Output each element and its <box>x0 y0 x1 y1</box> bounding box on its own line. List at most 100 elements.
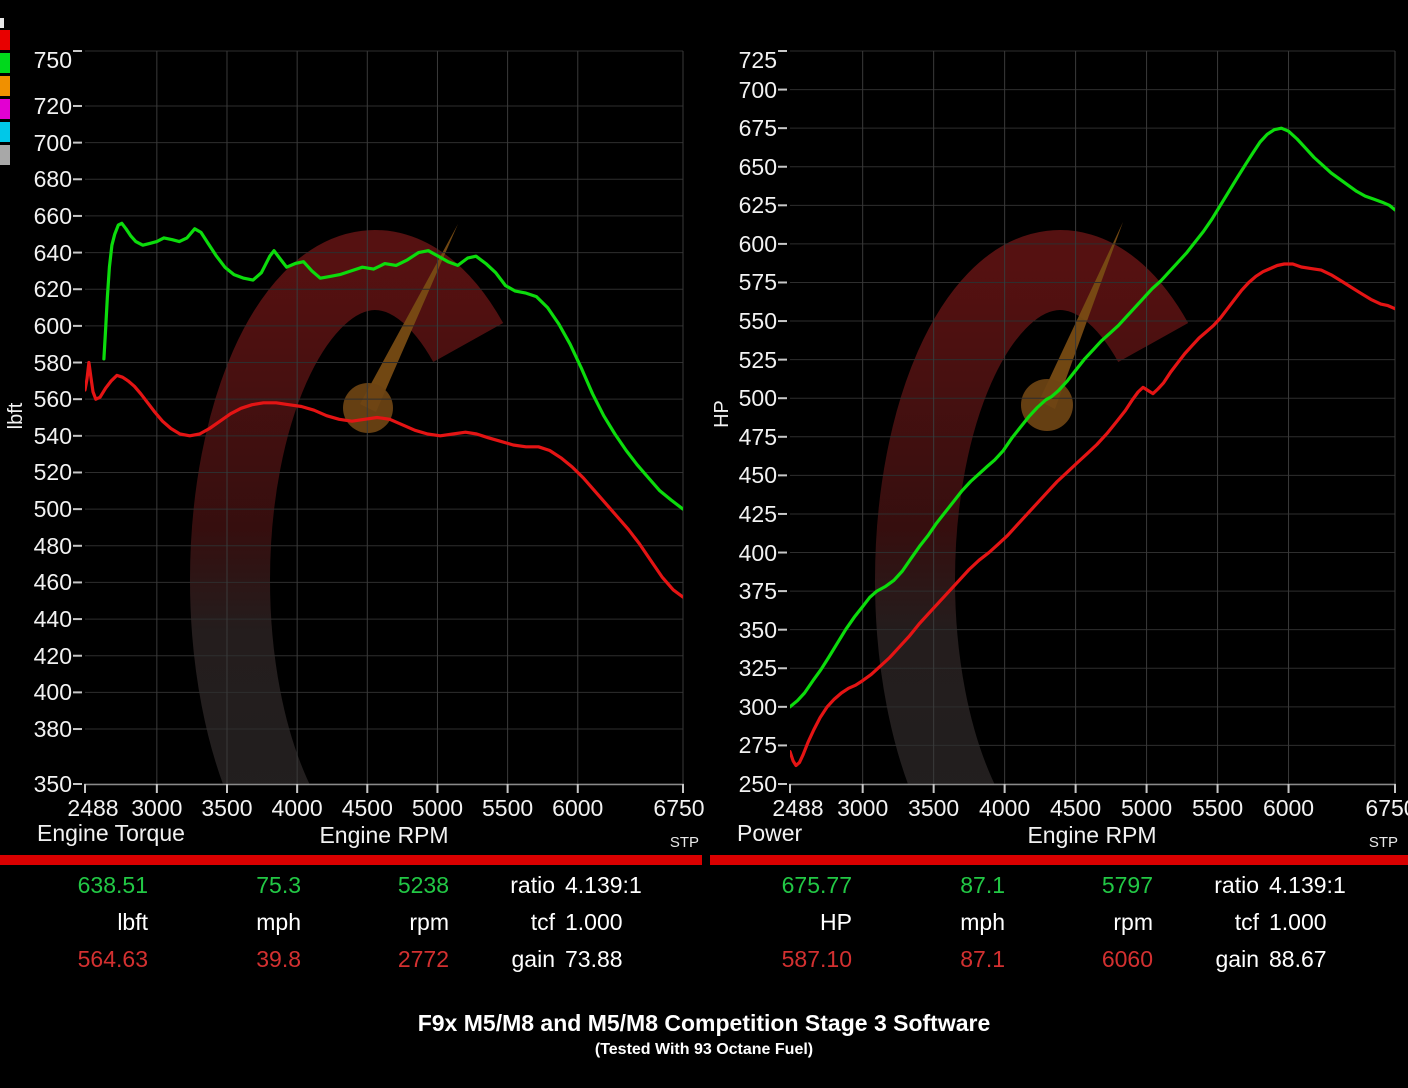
power-gain-value: 88.67 <box>1269 946 1327 972</box>
power-y-tick-label: 400 <box>738 539 777 566</box>
power-peak-tuned-value: 675.77 <box>781 872 852 898</box>
torque-y-tick-label: 400 <box>33 679 72 706</box>
torque-stp-note: STP <box>669 834 699 851</box>
torque-stock-speed: 39.8 <box>256 946 301 972</box>
torque-y-tick-label: 460 <box>33 569 72 596</box>
torque-speed-unit-label: mph <box>256 909 301 935</box>
torque-y-tick-label: 620 <box>33 276 72 303</box>
power-y-tick-label: 375 <box>738 578 777 605</box>
power-y-tick-label: 425 <box>738 500 777 527</box>
torque-y-tick-label: 720 <box>33 92 72 119</box>
power-x-tick-label: 4500 <box>1050 795 1102 821</box>
torque-tcf-value: 1.000 <box>565 909 623 935</box>
power-stp-note: STP <box>1368 834 1398 851</box>
power-peak-stock-value: 587.10 <box>781 946 852 972</box>
trace-color-swatch <box>0 30 10 50</box>
power-ratio-label: ratio <box>1214 872 1259 898</box>
power-y-tick-label: 525 <box>738 346 777 373</box>
torque-tuned-speed: 75.3 <box>256 872 301 898</box>
torque-gain-label: gain <box>511 946 555 972</box>
power-y-tick-label: 325 <box>738 655 777 682</box>
torque-y-tick-label: 540 <box>33 422 72 449</box>
power-stock-rpm: 6060 <box>1101 946 1153 972</box>
clipped-label-artifact <box>0 18 4 28</box>
torque-x-tick-label: 5500 <box>482 795 534 821</box>
torque-x-axis-label: Engine RPM <box>319 822 449 848</box>
power-y-tick-label: 600 <box>738 230 777 257</box>
trace-color-swatch <box>0 122 10 142</box>
power-y-tick-label: 550 <box>738 308 777 335</box>
torque-tuned-rpm: 5238 <box>397 872 449 898</box>
torque-chart-title: Engine Torque <box>37 820 185 846</box>
power-tuned-speed: 87.1 <box>960 872 1005 898</box>
torque-y-tick-label: 420 <box>33 642 72 669</box>
torque-x-tick-label: 4500 <box>341 795 393 821</box>
stock_power-trace <box>790 262 1395 768</box>
torque-peak-stock-value: 564.63 <box>77 946 148 972</box>
page-title: F9x M5/M8 and M5/M8 Competition Stage 3 … <box>417 1010 991 1036</box>
page-subtitle: (Tested With 93 Octane Fuel) <box>594 1041 814 1058</box>
gauge-logo-watermark <box>874 222 1189 785</box>
torque-y-tick-label: 350 <box>33 771 72 797</box>
trace-color-swatch <box>0 99 10 119</box>
power-y-tick-label: 250 <box>738 771 777 797</box>
power-y-tick-label: 475 <box>738 423 777 450</box>
power-ratio-value: 4.139:1 <box>1269 872 1346 898</box>
gauge-logo-watermark <box>190 224 504 785</box>
torque-y-tick-label: 380 <box>33 716 72 743</box>
torque-stock-rpm: 2772 <box>397 946 449 972</box>
power-y-tick-label: 300 <box>738 693 777 720</box>
torque-x-tick-label: 5000 <box>411 795 464 821</box>
torque-unit-label: lbft <box>117 909 148 935</box>
torque-ratio-label: ratio <box>510 872 555 898</box>
stage3_tune_power-trace <box>790 126 1395 709</box>
divider-bar-right <box>710 855 1408 865</box>
power-x-tick-label: 2488 <box>772 795 824 821</box>
torque-y-tick-label: 700 <box>33 129 72 156</box>
power-y-tick-label: 700 <box>738 76 777 103</box>
power-y-tick-label: 450 <box>738 462 777 489</box>
torque-y-tick-label: 580 <box>33 349 72 376</box>
trace-color-swatch <box>0 76 10 96</box>
power-y-tick-label: 625 <box>738 192 777 219</box>
torque-ratio-value: 4.139:1 <box>565 872 642 898</box>
stock_torque-trace <box>85 360 683 599</box>
torque-x-tick-label: 6000 <box>552 795 604 821</box>
torque-y-tick-label: 480 <box>33 532 72 559</box>
power-tuned-rpm: 5797 <box>1101 872 1153 898</box>
power-stock-speed: 87.1 <box>960 946 1005 972</box>
power-x-tick-label: 6000 <box>1262 795 1315 821</box>
torque-y-tick-label: 680 <box>33 166 72 193</box>
power-x-tick-label: 3000 <box>837 795 889 821</box>
torque-rpm-unit-label: rpm <box>409 909 449 935</box>
torque-x-tick-label: 6750 <box>653 795 705 821</box>
power-x-axis-label: Engine RPM <box>1027 822 1157 848</box>
power-y-tick-label: 725 <box>738 47 777 73</box>
torque-gain-value: 73.88 <box>565 946 623 972</box>
torque-x-tick-label: 3000 <box>131 795 183 821</box>
power-y-tick-label: 275 <box>738 732 777 759</box>
power-unit-label: HP <box>820 909 852 935</box>
power-tcf-label: tcf <box>1234 909 1259 935</box>
torque-y-tick-label: 660 <box>33 202 72 229</box>
power-x-tick-label: 3500 <box>908 795 960 821</box>
torque-y-tick-label: 440 <box>33 606 72 633</box>
power-x-tick-label: 5000 <box>1120 795 1173 821</box>
power-x-tick-label: 5500 <box>1191 795 1244 821</box>
torque-x-tick-label: 4000 <box>271 795 323 821</box>
divider-bar-left <box>0 855 702 865</box>
power-y-tick-label: 675 <box>738 115 777 142</box>
power-x-tick-label: 4000 <box>979 795 1031 821</box>
power-y-tick-label: 350 <box>738 616 777 643</box>
power-y-tick-label: 650 <box>738 153 777 180</box>
power-gain-label: gain <box>1215 946 1259 972</box>
power-y-tick-label: 575 <box>738 269 777 296</box>
power-tcf-value: 1.000 <box>1269 909 1327 935</box>
power-rpm-unit-label: rpm <box>1113 909 1153 935</box>
power-speed-unit-label: mph <box>960 909 1005 935</box>
trace-color-swatch <box>0 53 10 73</box>
torque-y-tick-label: 600 <box>33 312 72 339</box>
torque-peak-tuned-value: 638.51 <box>77 872 148 898</box>
trace-color-swatch <box>0 145 10 165</box>
